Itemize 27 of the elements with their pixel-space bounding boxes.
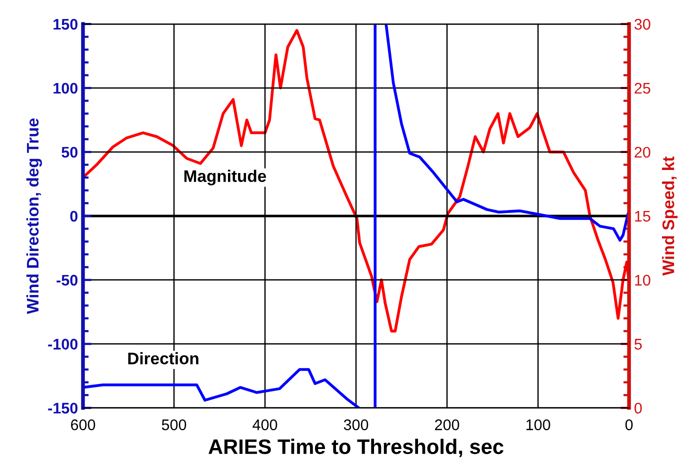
y-tick-label: -150	[48, 402, 78, 414]
y-tick-label: 150	[54, 18, 78, 30]
series-label: Direction	[128, 352, 198, 364]
x-tick-label: 100	[526, 419, 550, 430]
y2-tick-label: 30	[634, 18, 650, 30]
x-tick-label: 500	[162, 419, 186, 430]
y2-tick-label: 15	[635, 210, 650, 222]
y2-axis-title: Wind Speed, kt	[662, 156, 678, 276]
x-tick-label: 200	[435, 419, 460, 430]
y-axis-title: Wind Direction, deg True	[26, 118, 42, 314]
y-tick-label: 50	[62, 146, 78, 158]
y2-tick-label: 5	[634, 338, 642, 350]
y-tick-label: -100	[48, 338, 78, 350]
x-tick-label: 600	[71, 419, 96, 430]
y2-tick-label: 0	[634, 402, 642, 414]
line-series	[82, 29, 630, 333]
y-tick-label: 0	[70, 210, 78, 222]
y2-tick-label: 10	[635, 274, 650, 286]
y-tick-label: -50	[56, 274, 78, 286]
y2-tick-label: 25	[634, 82, 650, 94]
x-tick-label: 400	[252, 419, 278, 430]
series-label: Magnitude	[184, 170, 266, 186]
x-tick-label: 0	[625, 419, 633, 430]
y2-tick-label: 20	[634, 146, 650, 158]
y-tick-label: 100	[54, 82, 78, 94]
x-tick-label: 300	[344, 419, 368, 430]
x-axis-title: ARIES Time to Threshold, sec	[208, 438, 504, 458]
